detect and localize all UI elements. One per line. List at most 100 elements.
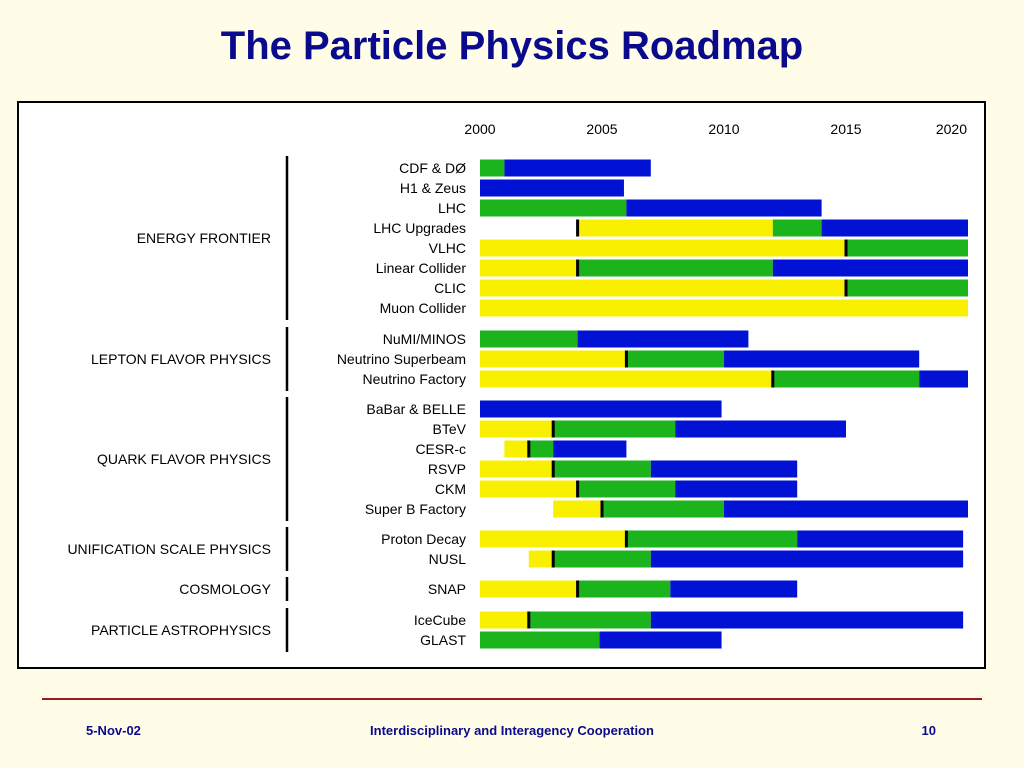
roadmap-row: Muon Collider: [380, 299, 968, 317]
bar-segment-blue: [650, 460, 798, 478]
roadmap-row: LHC Upgrades: [373, 219, 968, 237]
bar-segment-green: [480, 199, 627, 217]
bar-segment-blue: [670, 580, 798, 598]
bar-segment-green: [846, 279, 968, 297]
decision-marker: [771, 370, 775, 388]
roadmap-chart: 2000 2005 2010 2015 2020 ENERGY FRONTIER CDF &…: [17, 101, 986, 669]
footer-divider: [42, 698, 982, 700]
bar-segment-yellow: [480, 611, 529, 629]
bar-segment-yellow: [480, 460, 554, 478]
row-label: LHC: [438, 200, 466, 216]
bar-segment-blue: [675, 420, 846, 438]
x-tick-label: 2015: [830, 121, 861, 137]
bar-segment-green: [480, 631, 600, 649]
roadmap-row: SNAP: [428, 580, 798, 598]
decision-marker: [576, 480, 580, 498]
roadmap-row: Neutrino Factory: [363, 370, 968, 388]
roadmap-row: NuMI/MINOS: [383, 330, 749, 348]
row-label: Muon Collider: [380, 300, 467, 316]
row-label: BTeV: [433, 421, 467, 437]
bar-segment-blue: [577, 330, 749, 348]
row-label: LHC Upgrades: [373, 220, 466, 236]
bar-segment-blue: [480, 179, 624, 197]
decision-marker: [551, 420, 555, 438]
group-label: UNIFICATION SCALE PHYSICS: [67, 541, 271, 557]
bar-segment-green: [772, 370, 920, 388]
bar-segment-blue: [599, 631, 722, 649]
roadmap-row: CDF & DØ: [399, 159, 651, 177]
bar-segment-green: [577, 480, 676, 498]
bar-segment-yellow: [480, 259, 578, 277]
row-label: Proton Decay: [381, 531, 466, 547]
decision-marker: [624, 350, 628, 368]
row-label: SNAP: [428, 581, 466, 597]
group-label: ENERGY FRONTIER: [137, 230, 271, 246]
bar-segment-green: [480, 159, 505, 177]
decision-marker: [844, 279, 848, 297]
roadmap-row: Proton Decay: [381, 530, 964, 548]
bar-segment-yellow: [553, 500, 602, 518]
roadmap-row: H1 & Zeus: [400, 179, 624, 197]
bar-segment-blue: [797, 530, 964, 548]
group-label: QUARK FLAVOR PHYSICS: [97, 451, 271, 467]
roadmap-row: BaBar & BELLE: [366, 400, 722, 418]
bar-segment-blue: [650, 550, 964, 568]
bar-segment-yellow: [504, 440, 529, 458]
decision-marker: [551, 550, 555, 568]
bar-segment-blue: [480, 400, 722, 418]
bar-segment-yellow: [480, 239, 846, 257]
bar-segment-yellow: [480, 480, 578, 498]
bar-segment-yellow: [480, 370, 773, 388]
decision-marker: [844, 239, 848, 257]
bar-segment-blue: [724, 350, 920, 368]
group-label: LEPTON FLAVOR PHYSICS: [91, 351, 271, 367]
decision-marker: [600, 500, 604, 518]
bar-segment-yellow: [480, 279, 846, 297]
roadmap-row: VLHC: [429, 239, 968, 257]
roadmap-row: NUSL: [429, 550, 964, 568]
bar-segment-yellow: [480, 420, 554, 438]
row-label: CLIC: [434, 280, 466, 296]
bar-segment-green: [553, 550, 651, 568]
bar-segment-green: [480, 330, 578, 348]
bar-segment-blue: [626, 199, 822, 217]
bar-segment-green: [528, 611, 651, 629]
footer-date: 5-Nov-02: [86, 723, 141, 738]
bar-segment-green: [626, 530, 798, 548]
bar-segment-yellow: [577, 219, 773, 237]
footer-caption: Interdisciplinary and Interagency Cooper…: [370, 723, 654, 738]
roadmap-row: CESR-c: [415, 440, 627, 458]
roadmap-row: CKM: [435, 480, 798, 498]
bar-segment-green: [577, 580, 671, 598]
row-label: GLAST: [420, 632, 466, 648]
roadmap-chart-svg: 2000 2005 2010 2015 2020 ENERGY FRONTIER CDF &…: [67, 121, 968, 652]
row-label: CKM: [435, 481, 466, 497]
bar-segment-green: [553, 460, 651, 478]
x-tick-label: 2005: [586, 121, 617, 137]
decision-marker: [576, 259, 580, 277]
page-title: The Particle Physics Roadmap: [220, 24, 804, 68]
row-label: BaBar & BELLE: [366, 401, 466, 417]
roadmap-row: CLIC: [434, 279, 968, 297]
decision-marker: [576, 580, 580, 598]
row-label: Super B Factory: [365, 501, 466, 517]
bar-segment-green: [577, 259, 773, 277]
decision-marker: [527, 440, 531, 458]
roadmap-row: IceCube: [414, 611, 964, 629]
bar-segment-yellow: [480, 350, 627, 368]
group-label: PARTICLE ASTROPHYSICS: [91, 622, 271, 638]
roadmap-row: GLAST: [420, 631, 722, 649]
bar-segment-blue: [553, 440, 627, 458]
bar-segment-green: [772, 219, 822, 237]
bar-segment-blue: [821, 219, 968, 237]
row-label: Linear Collider: [376, 260, 467, 276]
bar-segment-yellow: [480, 530, 627, 548]
row-label: Neutrino Factory: [363, 371, 466, 387]
bar-segment-yellow: [528, 550, 554, 568]
roadmap-row: Neutrino Superbeam: [337, 350, 920, 368]
roadmap-row: BTeV: [433, 420, 846, 438]
x-tick-label: 2010: [708, 121, 739, 137]
footer-page-number: 10: [921, 723, 936, 738]
bar-segment-green: [602, 500, 724, 518]
bar-segment-blue: [675, 480, 798, 498]
